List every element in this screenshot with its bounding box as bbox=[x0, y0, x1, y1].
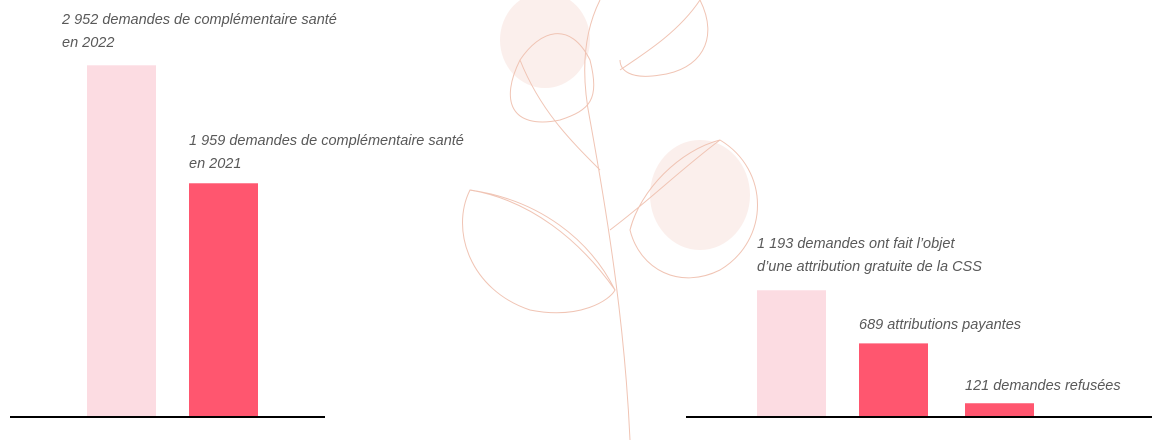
plant-decoration bbox=[462, 0, 758, 441]
bar bbox=[859, 343, 928, 416]
bar bbox=[189, 183, 258, 416]
bar-label: en 2021 bbox=[189, 156, 241, 172]
bar bbox=[87, 65, 156, 416]
bar-label: d’une attribution gratuite de la CSS bbox=[757, 259, 982, 275]
bar-label: 689 attributions payantes bbox=[859, 317, 1021, 333]
bar-label: 1 193 demandes ont fait l’objet bbox=[757, 236, 955, 252]
bar-label: 121 demandes refusées bbox=[965, 378, 1121, 394]
bar-label: 1 959 demandes de complémentaire santé bbox=[189, 133, 464, 149]
bar-label: 2 952 demandes de complémentaire santé bbox=[61, 12, 337, 28]
bar bbox=[965, 403, 1034, 416]
bar bbox=[757, 290, 826, 416]
bar-label: en 2022 bbox=[62, 35, 114, 51]
